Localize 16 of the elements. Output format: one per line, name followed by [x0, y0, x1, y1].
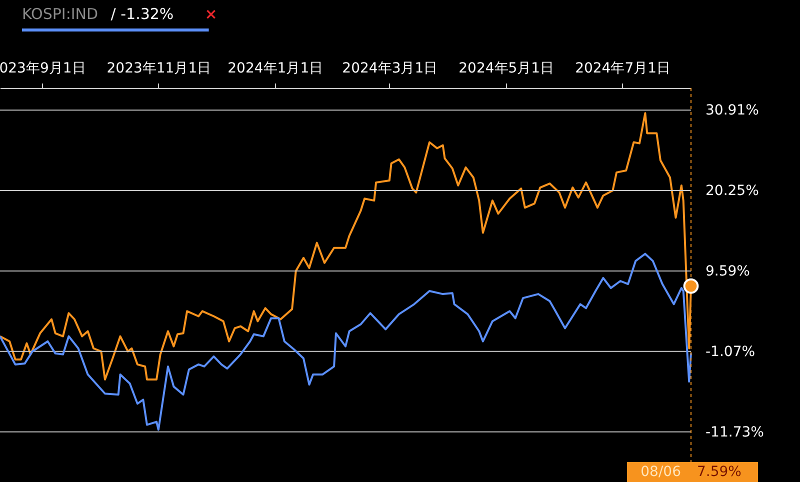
x-tick-label: 2024年1月1日: [228, 60, 324, 76]
x-tick-label: 2023年11月1日: [106, 60, 212, 76]
y-tick-label: -11.73%: [706, 424, 764, 440]
y-tick-label: 20.25%: [706, 183, 759, 200]
y-tick-label: -1.07%: [706, 344, 756, 360]
y-tick-label: 9.59%: [706, 263, 750, 280]
text: 08/06: [640, 464, 682, 480]
text: KOSPI:IND: [22, 5, 98, 23]
y-tick-label: 30.91%: [706, 102, 759, 119]
text: / -1.32%: [110, 5, 174, 23]
x-tick-label: 2024年5月1日: [458, 60, 554, 76]
text: ×: [204, 5, 218, 23]
text: 7.59%: [697, 464, 742, 480]
x-tick-label: 2024年3月1日: [342, 60, 438, 76]
x-tick-label: 023年9月1日: [0, 60, 86, 76]
x-tick-label: 2024年7月1日: [575, 60, 671, 76]
